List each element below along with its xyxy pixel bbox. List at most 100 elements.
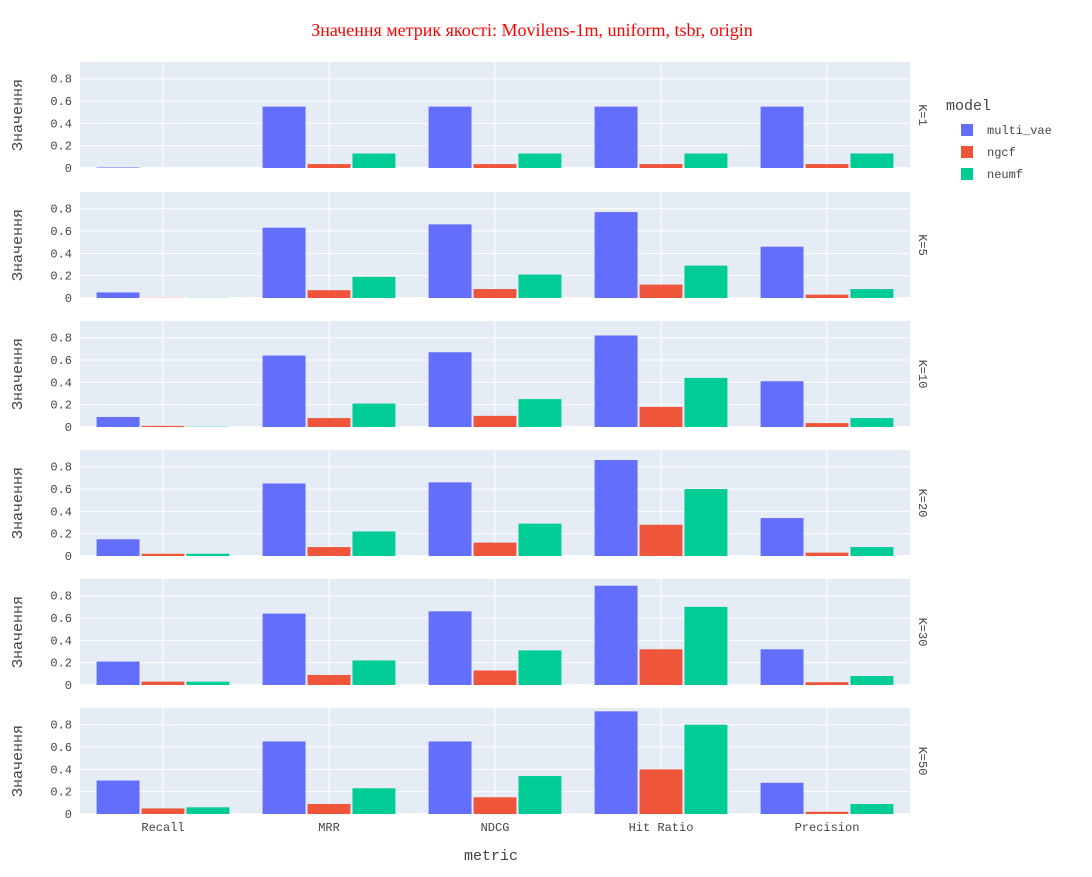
facet-label: K=1 — [915, 104, 929, 126]
bar-multi_vae — [595, 586, 638, 685]
bar-ngcf — [308, 547, 351, 556]
bar-neumf — [352, 277, 395, 298]
bar-multi_vae — [761, 107, 804, 168]
bar-ngcf — [142, 808, 185, 814]
bar-multi_vae — [429, 352, 472, 427]
bar-multi_vae — [263, 228, 306, 298]
x-tick-label: Recall — [141, 821, 184, 835]
x-tick-label: MRR — [318, 821, 340, 835]
legend-swatch-ngcf — [961, 146, 973, 158]
bar-ngcf — [474, 797, 517, 814]
bar-neumf — [352, 788, 395, 814]
y-tick-label: 0.4 — [50, 634, 72, 648]
bar-ngcf — [474, 289, 517, 298]
bar-ngcf — [474, 670, 517, 685]
bar-ngcf — [640, 649, 683, 685]
bar-neumf — [518, 275, 561, 298]
bar-multi_vae — [97, 662, 140, 685]
bar-neumf — [684, 489, 727, 556]
bar-multi_vae — [263, 614, 306, 685]
bar-neumf — [352, 404, 395, 427]
y-tick-label: 0.6 — [50, 483, 72, 497]
bar-multi_vae — [595, 212, 638, 298]
chart-title: Значення метрик якості: Movilens-1m, uni… — [311, 20, 753, 40]
bar-multi_vae — [263, 356, 306, 427]
y-axis-title: Значення — [10, 596, 27, 668]
bar-neumf — [850, 289, 893, 298]
bar-neumf — [186, 807, 229, 814]
bar-ngcf — [806, 423, 849, 427]
y-tick-label: 0 — [65, 292, 72, 306]
bar-ngcf — [640, 164, 683, 168]
facet-label: K=50 — [915, 747, 929, 776]
bar-ngcf — [308, 675, 351, 685]
x-tick-label: Hit Ratio — [629, 821, 694, 835]
bar-multi_vae — [595, 107, 638, 168]
bar-multi_vae — [761, 247, 804, 298]
y-tick-label: 0.8 — [50, 719, 72, 733]
x-axis-title: metric — [464, 848, 518, 865]
bar-multi_vae — [429, 107, 472, 168]
y-tick-label: 0.6 — [50, 225, 72, 239]
y-tick-label: 0.6 — [50, 95, 72, 109]
bar-multi_vae — [429, 224, 472, 298]
y-axis-title: Значення — [10, 209, 27, 281]
facet-panels: 0 0.2 0.4 0.6 0.8 Значення K=10 0.2 0.4 0.6 0.8 Зна… — [10, 62, 929, 822]
bar-neumf — [518, 524, 561, 556]
y-tick-label: 0.8 — [50, 590, 72, 604]
y-tick-label: 0.2 — [50, 140, 72, 154]
bar-neumf — [684, 607, 727, 685]
y-tick-label: 0.4 — [50, 117, 72, 131]
y-tick-label: 0.2 — [50, 786, 72, 800]
bar-multi_vae — [761, 518, 804, 556]
bar-multi_vae — [97, 781, 140, 814]
bar-neumf — [850, 153, 893, 168]
bar-ngcf — [806, 553, 849, 556]
bar-multi_vae — [263, 483, 306, 556]
legend-swatch-neumf — [961, 168, 973, 180]
bar-multi_vae — [97, 539, 140, 556]
bar-multi_vae — [595, 336, 638, 427]
bar-neumf — [850, 418, 893, 427]
bar-ngcf — [806, 164, 849, 168]
y-tick-label: 0.4 — [50, 763, 72, 777]
bar-neumf — [518, 153, 561, 168]
bar-multi_vae — [97, 292, 140, 298]
bar-ngcf — [308, 804, 351, 814]
bar-neumf — [186, 554, 229, 556]
y-axis-title: Значення — [10, 79, 27, 151]
bar-neumf — [518, 650, 561, 685]
bar-neumf — [186, 682, 229, 685]
bar-neumf — [684, 725, 727, 814]
y-tick-label: 0.4 — [50, 505, 72, 519]
bar-multi_vae — [595, 711, 638, 814]
bar-multi_vae — [97, 167, 140, 168]
y-axis-title: Значення — [10, 338, 27, 410]
bar-ngcf — [308, 418, 351, 427]
y-axis-title: Значення — [10, 467, 27, 539]
y-tick-label: 0.2 — [50, 399, 72, 413]
bar-ngcf — [308, 164, 351, 168]
bar-multi_vae — [429, 482, 472, 556]
x-tick-label: Precision — [795, 821, 860, 835]
facet-label: K=10 — [915, 360, 929, 389]
bar-multi_vae — [97, 417, 140, 427]
legend-title: model — [946, 98, 991, 115]
facet-label: K=30 — [915, 618, 929, 647]
bar-ngcf — [142, 682, 185, 685]
bar-neumf — [684, 266, 727, 298]
bar-neumf — [518, 776, 561, 814]
y-tick-label: 0.8 — [50, 461, 72, 475]
y-tick-label: 0.4 — [50, 247, 72, 261]
bar-neumf — [518, 399, 561, 427]
facet-label: K=20 — [915, 489, 929, 518]
bar-ngcf — [806, 295, 849, 298]
y-tick-label: 0.6 — [50, 612, 72, 626]
bar-multi_vae — [263, 107, 306, 168]
y-tick-label: 0.2 — [50, 528, 72, 542]
